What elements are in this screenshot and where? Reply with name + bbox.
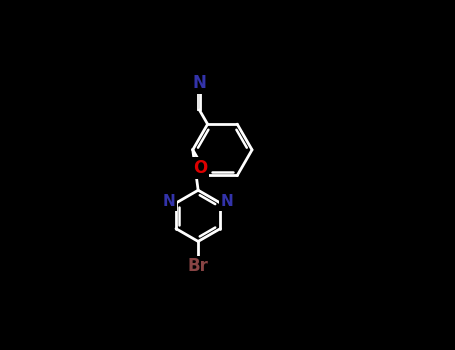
Text: N: N — [221, 194, 233, 209]
Text: O: O — [193, 159, 207, 177]
Text: N: N — [192, 74, 207, 92]
Text: Br: Br — [188, 257, 208, 275]
Text: N: N — [163, 194, 176, 209]
